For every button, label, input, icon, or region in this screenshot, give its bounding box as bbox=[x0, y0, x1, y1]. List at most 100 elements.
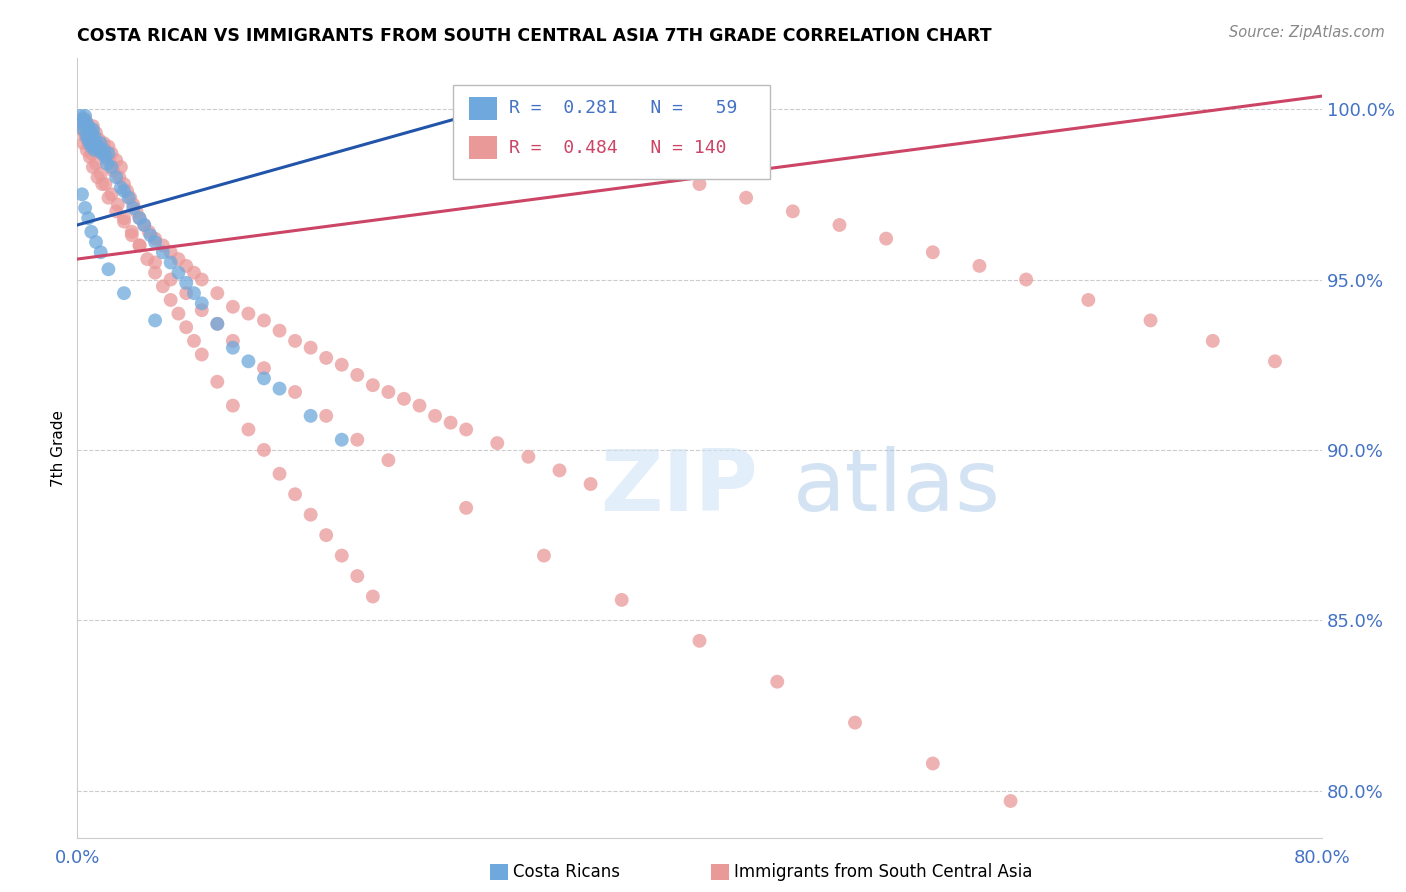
Point bbox=[82, 133, 104, 147]
Point bbox=[299, 508, 322, 522]
Point bbox=[91, 177, 114, 191]
Point bbox=[77, 129, 100, 144]
Point bbox=[122, 197, 145, 211]
Point bbox=[77, 122, 100, 136]
Point bbox=[207, 375, 229, 389]
Point bbox=[167, 266, 190, 280]
Point bbox=[828, 218, 851, 232]
Text: R =  0.484   N = 140: R = 0.484 N = 140 bbox=[509, 139, 727, 157]
Point bbox=[152, 245, 174, 260]
Point bbox=[112, 177, 135, 191]
Point bbox=[84, 235, 107, 249]
Point bbox=[190, 303, 214, 318]
Point bbox=[1202, 334, 1225, 348]
Point bbox=[125, 204, 148, 219]
Point bbox=[183, 334, 205, 348]
Point bbox=[269, 324, 291, 338]
Point bbox=[70, 116, 93, 130]
Point bbox=[112, 214, 135, 228]
Point bbox=[315, 409, 337, 423]
Point bbox=[138, 225, 160, 239]
Point bbox=[77, 133, 100, 147]
Point bbox=[112, 286, 135, 301]
Point bbox=[122, 201, 145, 215]
Point bbox=[91, 146, 114, 161]
Point bbox=[392, 392, 415, 406]
Point bbox=[167, 307, 190, 321]
Point bbox=[735, 191, 758, 205]
Point bbox=[361, 378, 384, 392]
Point bbox=[190, 272, 214, 286]
Point bbox=[98, 156, 121, 170]
Point bbox=[238, 307, 260, 321]
Text: R =  0.281   N =   59: R = 0.281 N = 59 bbox=[509, 99, 738, 117]
Point bbox=[269, 382, 291, 396]
Point bbox=[533, 549, 555, 563]
Point bbox=[579, 477, 602, 491]
Point bbox=[77, 119, 100, 133]
Point bbox=[183, 286, 205, 301]
Text: Source: ZipAtlas.com: Source: ZipAtlas.com bbox=[1229, 25, 1385, 40]
Point bbox=[159, 245, 181, 260]
Point bbox=[143, 313, 166, 327]
Point bbox=[128, 238, 150, 252]
Point bbox=[69, 109, 91, 123]
Point bbox=[80, 126, 103, 140]
Point bbox=[105, 153, 128, 168]
Point bbox=[97, 139, 120, 153]
Point bbox=[110, 180, 132, 194]
Point bbox=[86, 139, 108, 153]
Point bbox=[80, 146, 103, 161]
Point bbox=[121, 225, 143, 239]
Point bbox=[115, 184, 138, 198]
Point bbox=[134, 218, 156, 232]
Point bbox=[97, 262, 120, 277]
Point bbox=[72, 122, 94, 136]
Point bbox=[143, 235, 166, 249]
Point bbox=[90, 136, 112, 151]
Point bbox=[610, 150, 633, 164]
Point bbox=[70, 122, 93, 136]
Point bbox=[121, 228, 143, 243]
Point bbox=[91, 146, 114, 161]
Point bbox=[84, 126, 107, 140]
Point bbox=[174, 276, 197, 290]
Point bbox=[136, 252, 159, 266]
Point bbox=[190, 296, 214, 310]
Text: atlas: atlas bbox=[793, 446, 1001, 529]
Point bbox=[174, 286, 197, 301]
Point bbox=[377, 384, 399, 399]
Point bbox=[207, 317, 229, 331]
Point bbox=[657, 163, 679, 178]
Point bbox=[75, 129, 97, 144]
Point bbox=[284, 487, 307, 501]
Point bbox=[75, 109, 97, 123]
Point bbox=[93, 136, 115, 151]
Text: 80.0%: 80.0% bbox=[1294, 848, 1350, 867]
Point bbox=[70, 187, 93, 202]
Point bbox=[82, 160, 104, 174]
Point bbox=[299, 341, 322, 355]
Point bbox=[346, 569, 368, 583]
Point bbox=[610, 593, 633, 607]
Point bbox=[134, 218, 156, 232]
Point bbox=[83, 136, 105, 151]
Point bbox=[253, 442, 276, 457]
Text: 0.0%: 0.0% bbox=[55, 848, 100, 867]
Point bbox=[90, 139, 112, 153]
Point bbox=[82, 119, 104, 133]
Point bbox=[222, 341, 245, 355]
Point bbox=[1264, 354, 1286, 368]
Point bbox=[1139, 313, 1161, 327]
Point bbox=[76, 116, 98, 130]
Point bbox=[112, 184, 135, 198]
Point bbox=[689, 633, 711, 648]
Point bbox=[93, 143, 115, 157]
Point bbox=[86, 170, 108, 185]
Point bbox=[143, 266, 166, 280]
Point bbox=[143, 255, 166, 269]
Point bbox=[921, 245, 943, 260]
Text: COSTA RICAN VS IMMIGRANTS FROM SOUTH CENTRAL ASIA 7TH GRADE CORRELATION CHART: COSTA RICAN VS IMMIGRANTS FROM SOUTH CEN… bbox=[77, 28, 993, 45]
Point bbox=[222, 334, 245, 348]
Point bbox=[517, 450, 540, 464]
